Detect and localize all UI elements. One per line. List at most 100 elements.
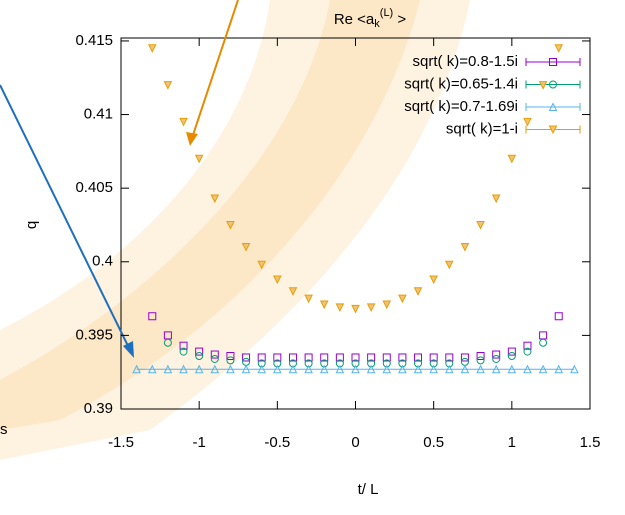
marker bbox=[507, 364, 517, 374]
background-band bbox=[0, 0, 470, 460]
marker bbox=[476, 352, 485, 360]
marker bbox=[132, 364, 141, 374]
y-tick-label: 0.41 bbox=[84, 106, 113, 123]
marker bbox=[414, 353, 423, 362]
x-tick-label: 0.5 bbox=[423, 434, 444, 451]
marker bbox=[241, 243, 251, 252]
x-tick-label: -1.5 bbox=[108, 434, 134, 451]
marker bbox=[382, 353, 391, 362]
marker bbox=[413, 364, 423, 374]
marker bbox=[147, 364, 157, 374]
marker bbox=[523, 364, 532, 374]
x-tick-label: -1 bbox=[192, 434, 205, 451]
marker bbox=[194, 154, 204, 164]
marker bbox=[147, 44, 157, 53]
marker bbox=[554, 44, 564, 53]
marker bbox=[538, 364, 548, 374]
marker bbox=[288, 353, 297, 362]
marker bbox=[429, 364, 438, 374]
y-tick-label: 0.39 bbox=[84, 400, 113, 417]
marker bbox=[366, 364, 376, 374]
marker bbox=[549, 80, 557, 89]
marker bbox=[226, 356, 235, 365]
marker bbox=[398, 294, 407, 304]
marker bbox=[367, 353, 376, 362]
legend-label: sqrt( k)=1-i bbox=[446, 120, 518, 137]
arrow bbox=[0, 84, 131, 351]
marker bbox=[538, 81, 548, 90]
marker bbox=[194, 364, 204, 374]
marker bbox=[413, 287, 423, 296]
legend-label: sqrt( k)=0.65-1.4i bbox=[404, 75, 518, 92]
marker bbox=[257, 364, 267, 374]
marker bbox=[523, 347, 532, 356]
y-tick-label: 0.405 bbox=[75, 179, 113, 196]
marker bbox=[210, 364, 220, 374]
title-sup: (L) bbox=[380, 7, 393, 19]
marker bbox=[179, 364, 188, 374]
marker bbox=[476, 220, 485, 230]
legend-label: sqrt( k)=0.8-1.5i bbox=[413, 53, 518, 70]
x-tick-label: 1 bbox=[508, 434, 516, 451]
title-end: > bbox=[393, 11, 406, 28]
marker bbox=[460, 364, 470, 374]
marker bbox=[523, 341, 532, 350]
marker bbox=[507, 352, 516, 360]
marker bbox=[319, 364, 329, 374]
marker bbox=[476, 364, 485, 374]
marker bbox=[548, 125, 558, 135]
marker bbox=[288, 287, 298, 296]
marker bbox=[226, 364, 235, 374]
marker bbox=[163, 81, 173, 90]
marker bbox=[476, 356, 485, 365]
marker bbox=[304, 353, 313, 362]
marker bbox=[492, 350, 501, 359]
arrowhead bbox=[123, 341, 134, 358]
marker bbox=[210, 350, 219, 359]
marker bbox=[195, 347, 204, 356]
marker bbox=[288, 364, 298, 374]
marker bbox=[257, 353, 266, 362]
marker bbox=[179, 341, 188, 350]
marker bbox=[319, 300, 329, 310]
marker bbox=[335, 364, 345, 374]
title-text: Re <a bbox=[334, 11, 375, 28]
marker bbox=[273, 353, 282, 362]
marker bbox=[382, 300, 392, 310]
marker bbox=[507, 347, 516, 356]
marker bbox=[351, 364, 360, 374]
arrow bbox=[191, 0, 239, 139]
marker bbox=[179, 117, 188, 127]
x-tick-label: 1.5 bbox=[580, 434, 601, 451]
marker bbox=[539, 338, 548, 347]
marker bbox=[351, 353, 360, 362]
y-tick-label: 0.415 bbox=[75, 32, 113, 49]
marker bbox=[242, 357, 251, 366]
marker bbox=[273, 364, 282, 374]
marker bbox=[382, 364, 392, 374]
marker bbox=[304, 364, 313, 374]
marker bbox=[444, 260, 454, 270]
legend-label: sqrt( k)=0.7-1.69i bbox=[404, 98, 518, 115]
marker bbox=[195, 352, 204, 360]
marker bbox=[241, 364, 251, 374]
marker bbox=[492, 354, 501, 363]
marker bbox=[226, 220, 235, 230]
marker bbox=[554, 312, 563, 321]
marker bbox=[539, 331, 548, 340]
marker bbox=[491, 364, 501, 374]
marker bbox=[460, 357, 469, 366]
marker bbox=[304, 294, 313, 304]
marker bbox=[320, 353, 329, 362]
marker bbox=[444, 364, 454, 374]
title-sub: k bbox=[374, 18, 380, 30]
x-tick-label: -0.5 bbox=[264, 434, 290, 451]
marker bbox=[491, 194, 501, 204]
arrowhead bbox=[186, 132, 198, 146]
marker bbox=[460, 353, 469, 362]
marker bbox=[179, 347, 188, 356]
x-tick-label: 0 bbox=[351, 434, 359, 451]
marker bbox=[507, 154, 517, 164]
marker bbox=[554, 364, 564, 374]
side-note: s bbox=[0, 421, 8, 438]
